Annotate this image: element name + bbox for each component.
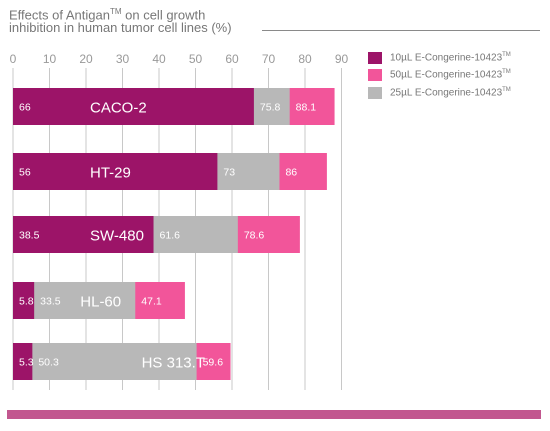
x-tick-label: 30 <box>116 52 130 66</box>
legend-item-50ul: 50µL E-Congerine-10423TM <box>368 68 511 82</box>
x-tick-label: 10 <box>43 52 57 66</box>
bar-segment <box>13 282 35 319</box>
category-label: HL-60 <box>80 294 121 311</box>
category-label: HT-29 <box>90 165 131 182</box>
chart-title-trademark: TM <box>109 7 122 16</box>
data-label: 78.6 <box>244 230 265 242</box>
data-label: 66 <box>19 102 31 114</box>
data-label: 73 <box>223 167 235 179</box>
legend-item-25ul: 25µL E-Congerine-10423TM <box>368 86 511 100</box>
legend-swatch-25ul <box>368 87 382 99</box>
x-tick-label: 60 <box>225 52 239 66</box>
bar-segment <box>13 88 254 125</box>
title-divider <box>262 30 540 31</box>
legend-swatch-50ul <box>368 69 382 81</box>
x-tick-label: 90 <box>335 52 349 66</box>
legend-label-10ul: 10µL E-Congerine-10423TM <box>390 52 511 63</box>
x-tick-label: 40 <box>152 52 166 66</box>
bar-segment <box>13 216 154 253</box>
category-label: SW-480 <box>90 228 144 245</box>
chart-title-part-2: on cell growth <box>121 7 206 23</box>
data-label: 86 <box>285 167 297 179</box>
chart-title-line-2: inhibition in human tumor cell lines (%) <box>9 20 232 35</box>
legend-text-50ul: 50µL E-Congerine-10423 <box>390 69 503 81</box>
legend-item-10ul: 10µL E-Congerine-10423TM <box>368 51 511 65</box>
data-label: 50.3 <box>38 357 59 369</box>
category-label: CACO-2 <box>90 100 147 117</box>
legend-text-25ul: 25µL E-Congerine-10423 <box>390 87 503 99</box>
x-tick-label: 80 <box>298 52 312 66</box>
legend-text-10ul: 10µL E-Congerine-10423 <box>390 52 503 64</box>
bar-segment <box>13 343 197 380</box>
data-label: 38.5 <box>19 230 40 242</box>
legend-tm-50ul: TM <box>502 69 511 76</box>
data-label: 33.5 <box>40 296 61 308</box>
bar-segment <box>13 153 218 190</box>
bar-segment <box>13 343 33 380</box>
data-label: 88.1 <box>296 102 317 114</box>
legend-label-25ul: 25µL E-Congerine-10423TM <box>390 87 511 98</box>
data-label: 75.8 <box>260 102 281 114</box>
chart-title-line-1: Effects of AntiganTM on cell growth <box>9 4 205 23</box>
data-label: 47.1 <box>141 296 162 308</box>
x-tick-label: 50 <box>189 52 203 66</box>
data-label: 59.6 <box>203 357 224 369</box>
x-tick-label: 0 <box>10 52 17 66</box>
legend-tm-25ul: TM <box>502 87 511 94</box>
bottom-band <box>7 410 541 419</box>
data-label: 5.3 <box>19 357 34 369</box>
data-label: 5.8 <box>19 296 34 308</box>
data-label: 61.6 <box>160 230 181 242</box>
x-tick-label: 20 <box>79 52 93 66</box>
legend-swatch-10ul <box>368 52 382 64</box>
legend-tm-10ul: TM <box>502 52 511 59</box>
data-label: 56 <box>19 167 31 179</box>
legend-label-50ul: 50µL E-Congerine-10423TM <box>390 69 511 80</box>
chart-title-part-1: Effects of Antigan <box>9 7 110 23</box>
category-label: HS 313.T <box>142 355 205 372</box>
x-tick-label: 70 <box>262 52 276 66</box>
